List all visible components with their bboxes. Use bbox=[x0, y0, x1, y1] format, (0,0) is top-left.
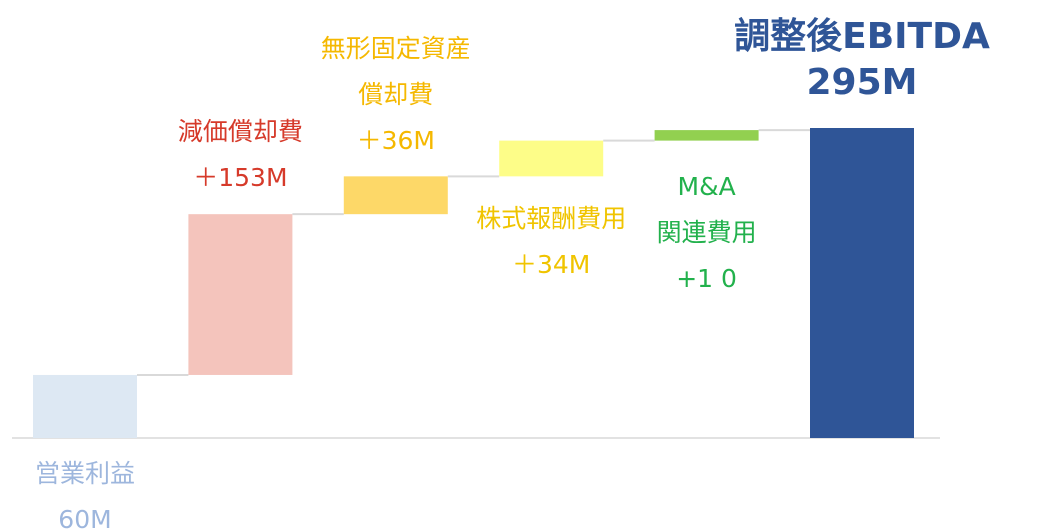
bar bbox=[33, 374, 137, 438]
bar bbox=[654, 130, 759, 141]
category-label: 株式報酬費用 bbox=[476, 204, 626, 233]
value-label: +1 0 bbox=[676, 264, 737, 293]
category-label: 関連費用 bbox=[657, 218, 757, 247]
value-label: ＋34M bbox=[512, 250, 590, 279]
value-label: 60M bbox=[58, 505, 111, 531]
category-label: 無形固定資産 bbox=[321, 34, 471, 63]
category-label: 償却費 bbox=[358, 80, 433, 109]
bar bbox=[810, 128, 914, 438]
category-label: 調整後EBITDA bbox=[734, 16, 990, 57]
bar bbox=[188, 214, 293, 375]
category-label: M&A bbox=[678, 172, 736, 201]
bar bbox=[499, 140, 604, 177]
category-label: 減価償却費 bbox=[178, 117, 303, 146]
bar bbox=[343, 176, 448, 215]
value-label: ＋153M bbox=[193, 163, 287, 192]
value-label: 295M bbox=[807, 62, 918, 103]
value-label: ＋36M bbox=[357, 126, 435, 155]
category-label: 営業利益 bbox=[35, 459, 135, 488]
